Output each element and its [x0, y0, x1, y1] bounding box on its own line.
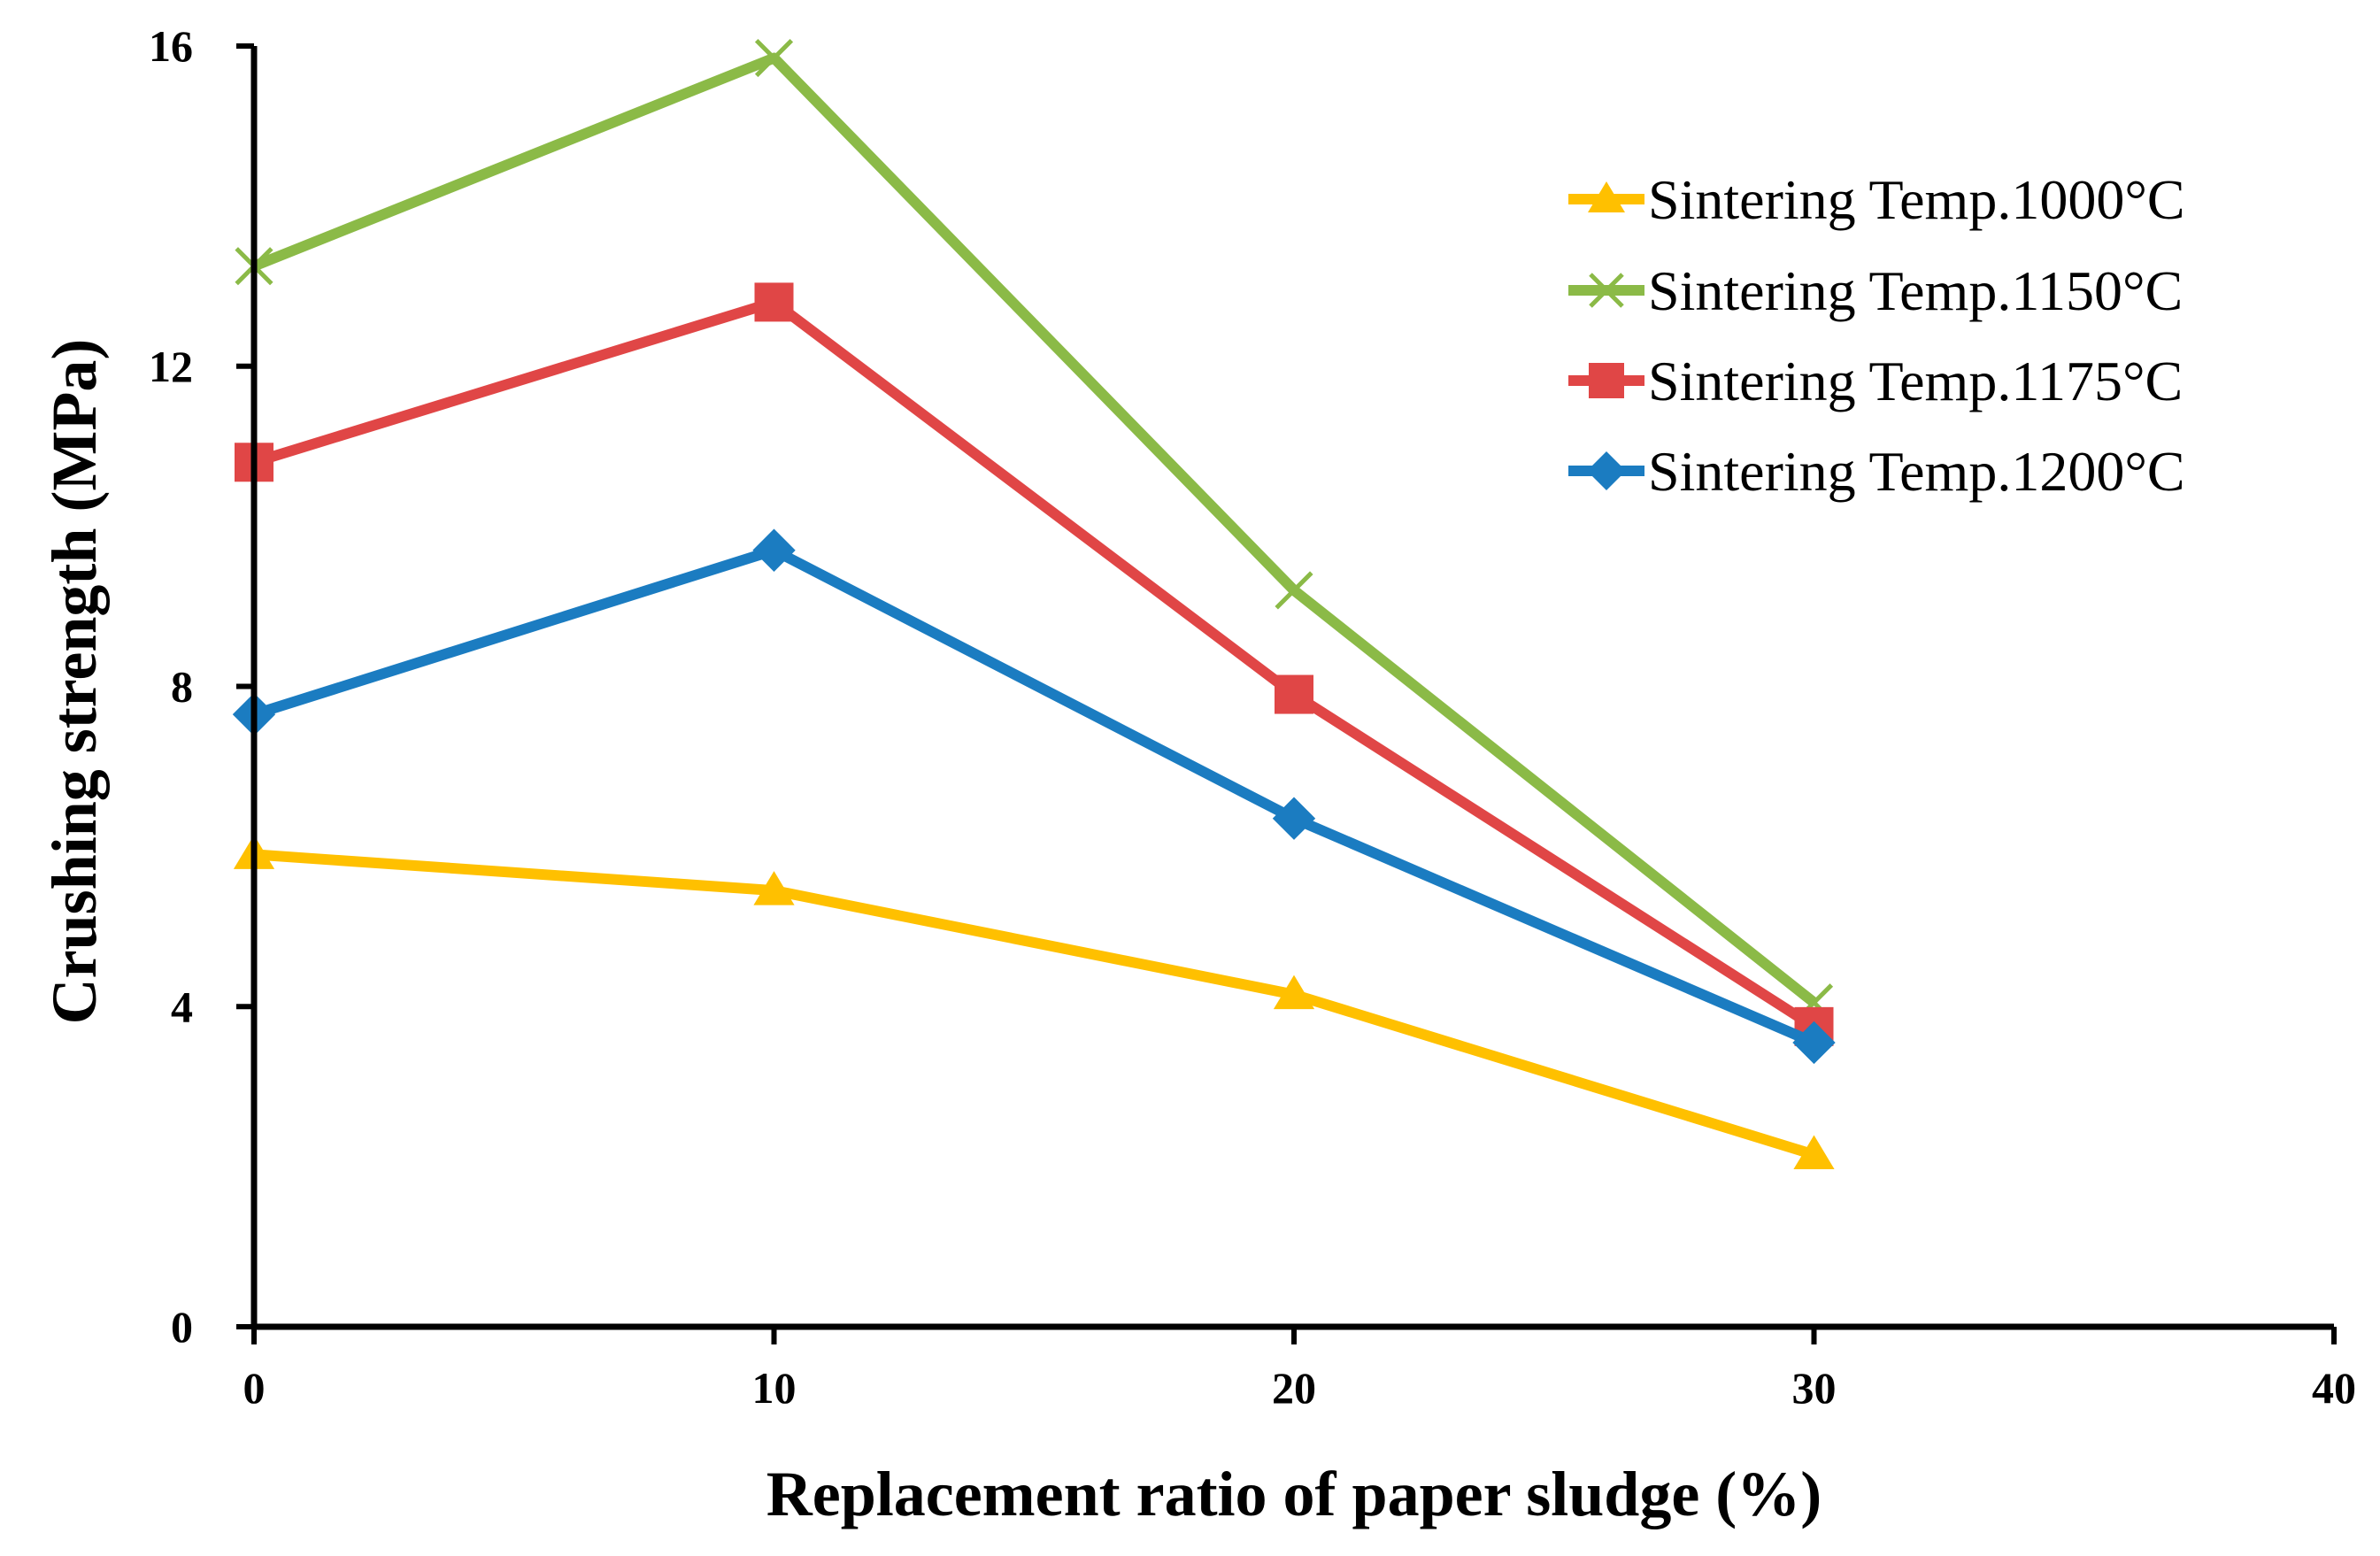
legend-marker	[1587, 451, 1626, 490]
x-tick-label: 10	[752, 1363, 797, 1413]
data-point	[1793, 1135, 1835, 1170]
y-tick-label: 12	[149, 342, 193, 391]
legend-item: Sintering Temp.1000°C	[1568, 168, 2185, 231]
y-tick-label: 4	[171, 982, 193, 1031]
data-point	[754, 282, 794, 322]
y-tick-label: 16	[149, 21, 193, 71]
x-axis-title: Replacement ratio of paper sludge (%)	[766, 1459, 1822, 1529]
x-tick-label: 20	[1272, 1363, 1316, 1413]
data-point	[1273, 974, 1315, 1010]
data-point	[752, 528, 796, 572]
series-line	[253, 849, 1816, 1160]
legend-marker	[1589, 273, 1624, 308]
legend-label: Sintering Temp.1175°C	[1648, 350, 2183, 412]
plot-area: 0 10 20 30 40 0 4 8 12 16	[149, 21, 2356, 1413]
legend-label: Sintering Temp.1150°C	[1648, 259, 2183, 322]
legend-item: Sintering Temp.1175°C	[1568, 350, 2183, 412]
series-line	[252, 297, 1817, 1031]
data-point	[1792, 1021, 1836, 1065]
legend-label: Sintering Temp.1200°C	[1648, 440, 2185, 503]
y-axis-title: Crushing strength (MPa)	[39, 339, 110, 1025]
ticks-layer: 0 10 20 30 40 0 4 8 12 16	[149, 21, 2356, 1413]
legend: Sintering Temp.1000°C Sintering Temp.1150…	[1568, 168, 2185, 503]
data-point	[753, 871, 795, 905]
x-tick-label: 40	[2312, 1363, 2356, 1413]
legend-item: Sintering Temp.1150°C	[1568, 259, 2183, 322]
y-tick-label: 0	[171, 1302, 193, 1352]
x-tick-label: 30	[1792, 1363, 1837, 1413]
legend-marker	[1588, 181, 1625, 212]
data-point	[754, 38, 794, 78]
data-point	[1275, 674, 1313, 714]
x-tick-label: 0	[243, 1363, 266, 1413]
legend-label: Sintering Temp.1000°C	[1648, 168, 2185, 231]
series-line	[251, 52, 1818, 1007]
legend-item: Sintering Temp.1200°C	[1568, 440, 2185, 503]
data-point	[1275, 571, 1313, 610]
legend-marker	[1589, 363, 1624, 398]
series-line	[252, 544, 1816, 1048]
series-3	[232, 528, 1836, 1065]
y-tick-label: 8	[171, 662, 193, 712]
data-point	[1272, 797, 1316, 840]
series-layer	[232, 38, 1836, 1170]
